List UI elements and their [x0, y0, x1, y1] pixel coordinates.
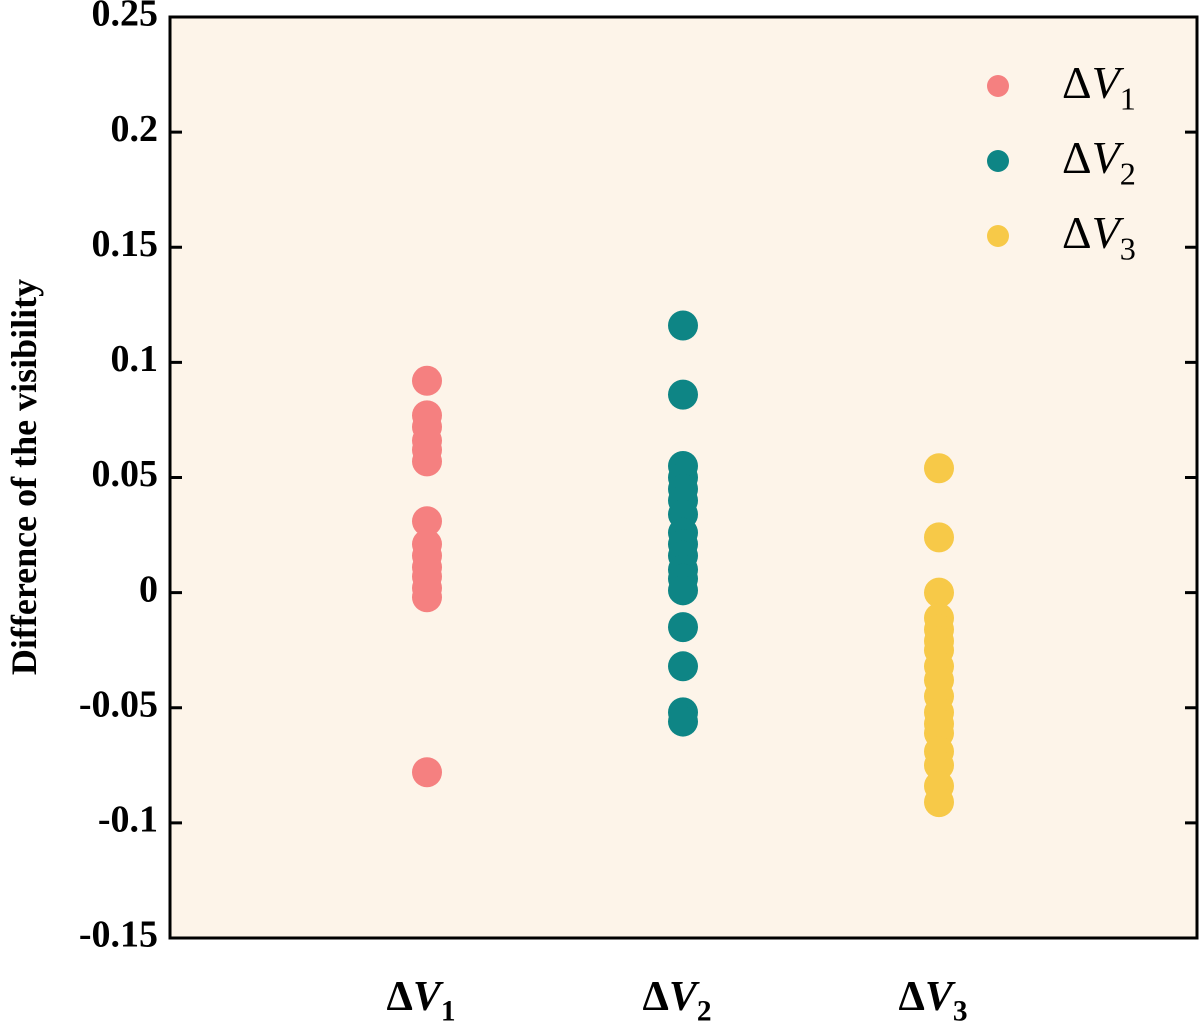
y-tick-label: 0.15 — [92, 223, 159, 265]
data-point — [924, 750, 954, 781]
legend-marker — [987, 150, 1009, 172]
y-tick-label: 0.1 — [111, 338, 159, 380]
y-tick-label: -0.1 — [98, 799, 158, 841]
data-point — [668, 612, 698, 643]
data-point — [412, 446, 442, 477]
series-1 — [412, 365, 442, 788]
data-point — [668, 651, 698, 682]
legend-item-1: ΔV1 — [987, 57, 1136, 116]
y-tick-label: 0 — [139, 568, 158, 610]
x-category-labels: ΔV1 ΔV2 ΔV3 — [386, 974, 967, 1027]
data-point — [924, 522, 954, 553]
data-point — [668, 575, 698, 606]
x-category-label: ΔV1 — [386, 974, 455, 1027]
legend-label: ΔV1 — [1062, 57, 1136, 116]
y-tick-label: -0.15 — [79, 914, 158, 956]
legend-item-3: ΔV3 — [987, 207, 1136, 266]
series-2 — [668, 310, 698, 737]
y-tick-label: 0.25 — [92, 0, 159, 35]
data-point — [412, 365, 442, 396]
y-tick-label: 0.05 — [92, 453, 159, 495]
y-ticks: 0.25 0.2 0.15 0.1 0.05 0 -0.05 -0.1 -0.15 — [79, 0, 1197, 956]
legend-marker — [987, 75, 1009, 97]
x-category-label: ΔV2 — [642, 974, 711, 1027]
data-point — [668, 310, 698, 341]
legend-label: ΔV3 — [1062, 207, 1136, 266]
legend-marker — [987, 225, 1009, 247]
legend-label: ΔV2 — [1062, 132, 1136, 191]
data-point — [924, 453, 954, 484]
data-point — [412, 506, 442, 537]
data-point — [924, 787, 954, 818]
y-tick-label: 0.2 — [111, 108, 159, 150]
x-category-label: ΔV3 — [898, 974, 967, 1027]
data-points — [412, 310, 954, 818]
data-point — [412, 582, 442, 613]
data-point — [924, 577, 954, 608]
data-point — [412, 757, 442, 788]
legend-item-2: ΔV2 — [987, 132, 1136, 191]
data-point — [668, 379, 698, 410]
y-tick-label: -0.05 — [79, 683, 158, 725]
series-3 — [924, 453, 954, 818]
y-axis-title: Difference of the visibility — [4, 279, 44, 675]
data-point — [668, 706, 698, 737]
plot-frame — [168, 15, 1199, 940]
legend: ΔV1 ΔV2 ΔV3 — [987, 57, 1136, 266]
